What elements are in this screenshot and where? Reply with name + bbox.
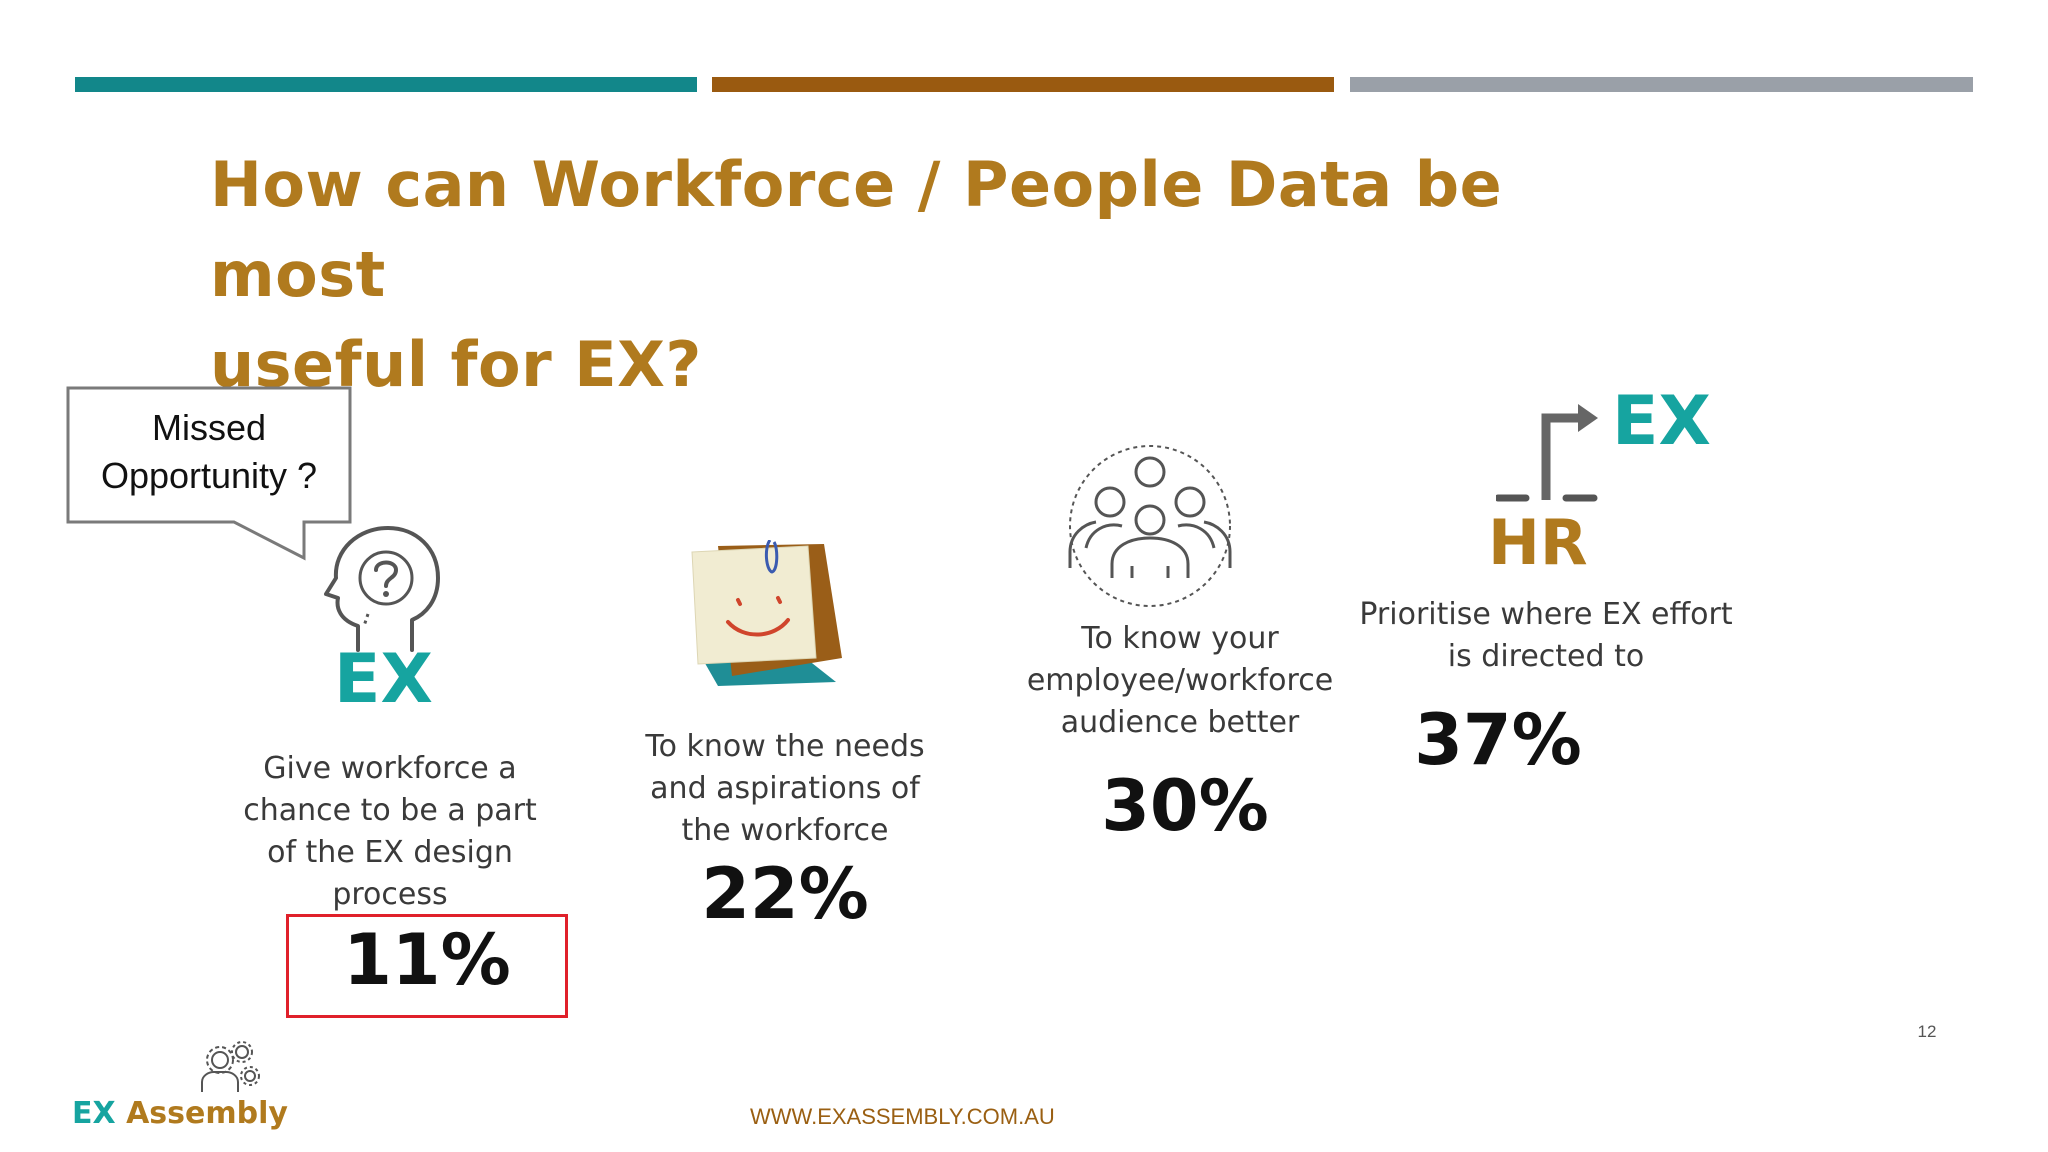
top-bar-brown [712,77,1334,92]
question-head-icon [324,526,440,652]
missed-opportunity-callout: Missed Opportunity ? [66,386,420,562]
item-4-label-line: is directed to [1447,639,1645,674]
item-2-label-line: To know the needs [645,729,925,764]
hr-to-ex-arrow-icon [1496,404,1598,502]
item-1-label-line: Give workforce a [263,751,517,786]
item-3-label-line: To know your [1081,621,1279,656]
slide-title-line1: How can Workforce / People Data be most [210,148,1503,311]
page-number: 12 [1917,1022,1937,1041]
top-bar-teal [75,77,697,92]
item-1-percent: 11% [343,919,511,1001]
item-2-label-line: the workforce [681,813,889,848]
item-3-percent: 30% [1101,765,1269,847]
gears-person-icon [201,1041,260,1092]
highlight-box [286,914,568,1018]
item-2-label: To know the needs and aspirations of the… [620,726,950,852]
item-3-label-line: employee/workforce [1026,663,1334,698]
item-1-ex-caption: EX [334,640,433,719]
speech-bubble-icon [66,386,352,561]
item-4-label: Prioritise where EX effort is directed t… [1340,594,1752,678]
logo-part-assembly: Assembly [115,1096,288,1131]
sticky-note-smiley-icon [691,540,842,686]
item-4-ex-caption: EX [1612,382,1711,461]
item-2-percent: 22% [701,853,869,935]
callout-line2: Opportunity ? [100,455,318,496]
item-1-label-line: chance to be a part [243,793,537,828]
slide-title-line2: useful for EX? [210,328,702,401]
item-4-label-line: Prioritise where EX effort [1359,597,1733,632]
website-url: WWW.EXASSEMBLY.COM.AU [750,1104,1055,1129]
item-4-hr-caption: HR [1488,506,1588,579]
item-2-label-line: and aspirations of [650,771,920,806]
logo-part-ex: EX [72,1096,116,1131]
callout-line1: Missed [151,407,267,448]
logo-text: EX Assembly [72,1094,288,1134]
item-1-label: Give workforce a chance to be a part of … [230,748,550,916]
item-4-percent: 37% [1414,699,1582,781]
item-3-label: To know your employee/workforce audience… [1020,618,1340,744]
callout-text: Missed Opportunity ? [66,404,352,500]
item-1-label-line: process [332,877,448,912]
people-group-icon [1068,445,1232,607]
slide-title: How can Workforce / People Data be most … [210,140,1690,410]
top-bar-grey [1350,77,1973,92]
item-1-label-line: of the EX design [267,835,513,870]
item-3-label-line: audience better [1060,705,1300,740]
